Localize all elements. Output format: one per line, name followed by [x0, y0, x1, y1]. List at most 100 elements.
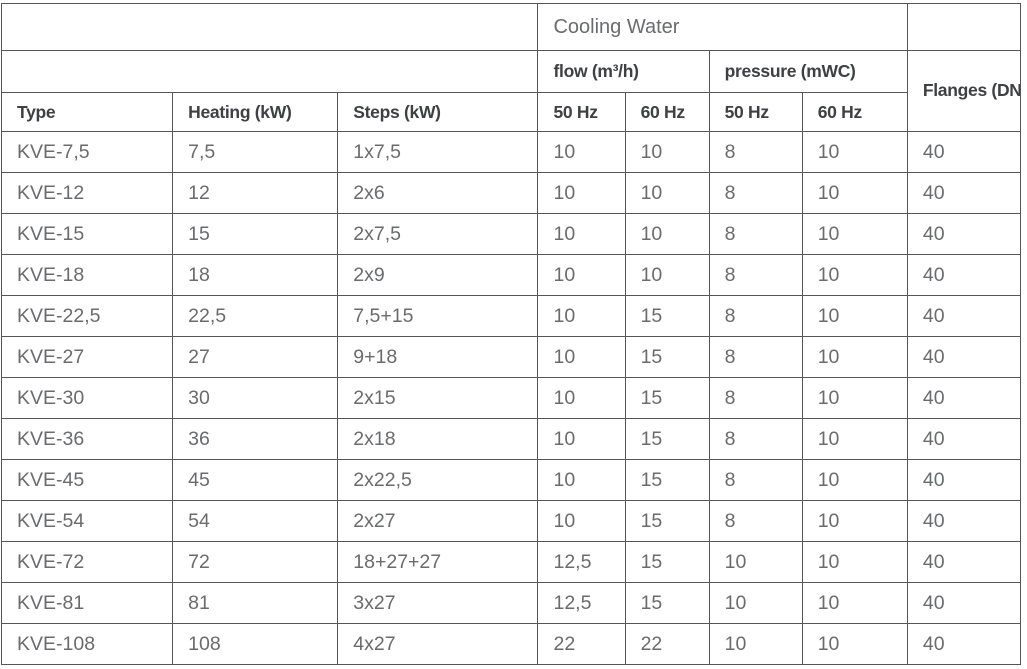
col-header-heating: Heating (kW) — [172, 92, 339, 132]
cell-type: KVE-54 — [0, 500, 174, 542]
cell-flanges: 40 — [906, 377, 1022, 419]
cell-steps: 2x27 — [337, 500, 539, 542]
cell-pressure-50hz: 8 — [708, 418, 803, 460]
subgroup-header-row: flow (m³/h) pressure (mWC) Flanges (DN) — [0, 50, 1022, 132]
blank-corner — [0, 50, 539, 93]
cell-heating: 72 — [172, 541, 339, 583]
cell-flanges: 40 — [906, 131, 1022, 173]
cell-pressure-50hz: 8 — [708, 377, 803, 419]
cell-flanges: 40 — [906, 623, 1022, 665]
cell-flow-60hz: 15 — [624, 582, 710, 624]
cell-flow-60hz: 15 — [624, 541, 710, 583]
cell-flow-50hz: 10 — [537, 295, 626, 337]
cell-flanges: 40 — [906, 582, 1022, 624]
cell-pressure-50hz: 8 — [708, 336, 803, 378]
cell-heating: 18 — [172, 254, 339, 296]
cell-pressure-50hz: 10 — [708, 582, 803, 624]
cell-flow-50hz: 10 — [537, 336, 626, 378]
cell-pressure-50hz: 8 — [708, 172, 803, 214]
cell-steps: 2x22,5 — [337, 459, 539, 501]
col-header-flanges: Flanges (DN) — [906, 50, 1022, 132]
cell-type: KVE-12 — [0, 172, 174, 214]
table-row: KVE-15 15 2x7,5 10 10 8 10 40 — [0, 213, 1022, 255]
cell-type: KVE-81 — [0, 582, 174, 624]
cell-pressure-60hz: 10 — [801, 582, 908, 624]
cell-type: KVE-45 — [0, 459, 174, 501]
cell-pressure-50hz: 8 — [708, 213, 803, 255]
cell-heating: 81 — [172, 582, 339, 624]
cell-heating: 45 — [172, 459, 339, 501]
cell-pressure-60hz: 10 — [801, 541, 908, 583]
table-row: KVE-54 54 2x27 10 15 8 10 40 — [0, 500, 1022, 542]
column-header-row: Type Heating (kW) Steps (kW) 50 Hz 60 Hz… — [0, 92, 1021, 132]
subheader-flow: flow (m³/h) — [537, 50, 710, 93]
cell-steps: 3x27 — [337, 582, 539, 624]
cell-type: KVE-27 — [0, 336, 174, 378]
cell-pressure-50hz: 8 — [708, 295, 803, 337]
cell-steps: 2x6 — [337, 172, 539, 214]
cell-steps: 2x7,5 — [337, 213, 539, 255]
cell-flow-60hz: 22 — [624, 623, 710, 665]
cell-heating: 15 — [172, 213, 339, 255]
cell-flow-60hz: 15 — [624, 295, 710, 337]
cell-heating: 30 — [172, 377, 339, 419]
col-header-steps: Steps (kW) — [337, 92, 539, 132]
table-row: KVE-45 45 2x22,5 10 15 8 10 40 — [0, 459, 1022, 501]
table-row: KVE-27 27 9+18 10 15 8 10 40 — [0, 336, 1022, 378]
cell-type: KVE-36 — [0, 418, 174, 460]
cell-flow-50hz: 10 — [537, 377, 626, 419]
cell-heating: 108 — [172, 623, 339, 665]
cell-flow-60hz: 15 — [624, 500, 710, 542]
cell-steps: 2x15 — [337, 377, 539, 419]
cell-type: KVE-22,5 — [0, 295, 174, 337]
cell-steps: 2x18 — [337, 418, 539, 460]
cell-pressure-60hz: 10 — [801, 459, 908, 501]
cell-flow-50hz: 10 — [537, 418, 626, 460]
cell-pressure-60hz: 10 — [801, 336, 908, 378]
cell-flow-60hz: 15 — [624, 336, 710, 378]
cell-flanges: 40 — [906, 336, 1022, 378]
cell-heating: 54 — [172, 500, 339, 542]
cell-flanges: 40 — [906, 172, 1022, 214]
table-row: KVE-7,5 7,5 1x7,5 10 10 8 10 40 — [0, 131, 1022, 173]
cell-flanges: 40 — [906, 500, 1022, 542]
cell-steps: 18+27+27 — [337, 541, 539, 583]
cell-heating: 12 — [172, 172, 339, 214]
table-row: KVE-22,5 22,5 7,5+15 10 15 8 10 40 — [0, 295, 1022, 337]
table-row: KVE-30 30 2x15 10 15 8 10 40 — [0, 377, 1022, 419]
cell-steps: 1x7,5 — [337, 131, 539, 173]
cell-type: KVE-15 — [0, 213, 174, 255]
cell-flow-60hz: 10 — [624, 172, 710, 214]
cell-pressure-50hz: 8 — [708, 131, 803, 173]
cell-flanges: 40 — [906, 295, 1022, 337]
cell-flow-60hz: 10 — [624, 131, 710, 173]
cell-pressure-60hz: 10 — [801, 500, 908, 542]
cell-flow-50hz: 10 — [537, 500, 626, 542]
cell-flow-50hz: 22 — [537, 623, 626, 665]
cell-flow-50hz: 10 — [537, 172, 626, 214]
cell-steps: 7,5+15 — [337, 295, 539, 337]
col-header-pressure-60hz: 60 Hz — [801, 92, 908, 132]
cell-pressure-60hz: 10 — [801, 418, 908, 460]
cell-type: KVE-30 — [0, 377, 174, 419]
table-row: KVE-81 81 3x27 12,5 15 10 10 40 — [0, 582, 1022, 624]
cell-steps: 9+18 — [337, 336, 539, 378]
table-row: KVE-36 36 2x18 10 15 8 10 40 — [0, 418, 1022, 460]
cell-heating: 36 — [172, 418, 339, 460]
cell-heating: 7,5 — [172, 131, 339, 173]
cell-pressure-60hz: 10 — [801, 131, 908, 173]
col-header-pressure-50hz: 50 Hz — [708, 92, 803, 132]
cell-flow-50hz: 12,5 — [537, 582, 626, 624]
cell-flow-60hz: 10 — [624, 254, 710, 296]
blank-corner — [0, 3, 539, 51]
cell-pressure-50hz: 8 — [708, 254, 803, 296]
cell-pressure-60hz: 10 — [801, 213, 908, 255]
cell-flow-60hz: 15 — [624, 418, 710, 460]
cell-flanges: 40 — [906, 541, 1022, 583]
table-row: KVE-72 72 18+27+27 12,5 15 10 10 40 — [0, 541, 1022, 583]
cell-flanges: 40 — [906, 254, 1022, 296]
cell-pressure-60hz: 10 — [801, 623, 908, 665]
cell-flanges: 40 — [906, 418, 1022, 460]
cell-pressure-60hz: 10 — [801, 254, 908, 296]
